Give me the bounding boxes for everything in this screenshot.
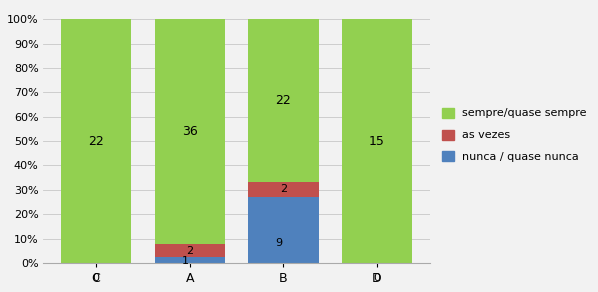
- Bar: [61, 19, 131, 263]
- Bar: [155, 19, 225, 244]
- Text: 15: 15: [369, 135, 385, 147]
- Legend: sempre/quase sempre, as vezes, nunca / quase nunca: sempre/quase sempre, as vezes, nunca / q…: [439, 104, 590, 166]
- Bar: [155, 257, 225, 263]
- Text: 1: 1: [182, 256, 188, 266]
- Text: 9: 9: [275, 238, 282, 248]
- Text: 22: 22: [276, 94, 291, 107]
- Text: 2: 2: [186, 246, 193, 256]
- Bar: [248, 19, 319, 182]
- Text: 2: 2: [280, 184, 287, 194]
- Text: 22: 22: [89, 135, 104, 147]
- Bar: [155, 244, 225, 257]
- Bar: [248, 197, 319, 263]
- Bar: [248, 182, 319, 197]
- Text: 0: 0: [374, 273, 380, 283]
- Text: 0: 0: [93, 273, 100, 283]
- Bar: [342, 19, 412, 263]
- Text: 36: 36: [182, 125, 197, 138]
